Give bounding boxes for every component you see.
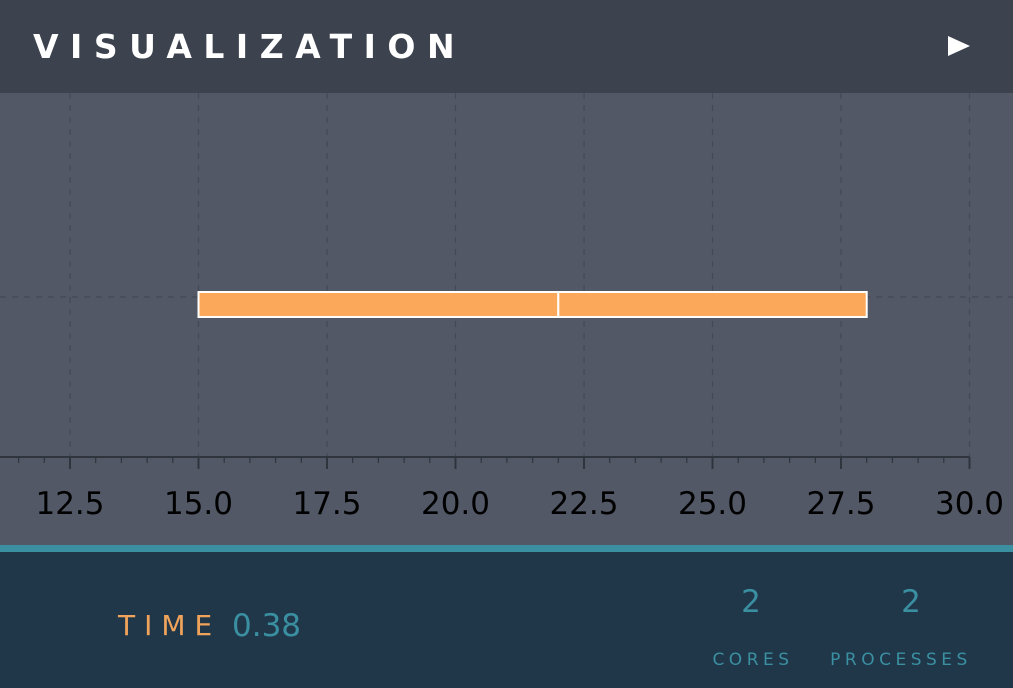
processes-label: PROCESSES [830, 650, 972, 670]
x-tick-label: 27.5 [806, 486, 875, 522]
timeline-segment [197, 291, 560, 318]
time-value: 0.38 [232, 608, 302, 644]
x-axis: 12.5 15.0 17.5 20.0 22.5 25.0 27.5 30.0 [0, 456, 1004, 522]
page-title: VISUALIZATION [33, 27, 467, 66]
timeline-chart: 12.5 15.0 17.5 20.0 22.5 25.0 27.5 30.0 [0, 93, 1013, 545]
cores-value: 2 [741, 584, 761, 620]
x-tick-label: 22.5 [549, 486, 618, 522]
x-tick-label: 30.0 [935, 486, 1004, 522]
x-tick-label: 12.5 [35, 486, 104, 522]
timeline-chart-svg: 12.5 15.0 17.5 20.0 22.5 25.0 27.5 30.0 [0, 93, 1013, 522]
cores-label: CORES [712, 650, 794, 670]
x-tick-label: 20.0 [421, 486, 490, 522]
play-icon [948, 36, 970, 56]
time-label: TIME [118, 609, 222, 642]
play-button[interactable] [940, 26, 980, 66]
timeline-segment [557, 291, 868, 318]
stats-footer: TIME 0.38 2 CORES 2 PROCESSES [0, 552, 1013, 688]
divider-bar [0, 545, 1013, 552]
grid-layer [0, 93, 1013, 457]
header-bar: VISUALIZATION [0, 0, 1013, 93]
processes-value: 2 [901, 584, 921, 620]
x-tick-label: 25.0 [678, 486, 747, 522]
x-tick-label: 15.0 [164, 486, 233, 522]
x-tick-label: 17.5 [292, 486, 361, 522]
bars-layer [197, 291, 868, 318]
